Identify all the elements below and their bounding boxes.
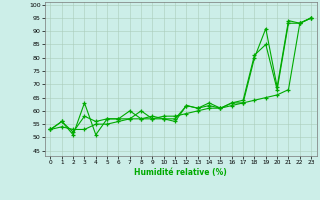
X-axis label: Humidité relative (%): Humidité relative (%) xyxy=(134,168,227,177)
